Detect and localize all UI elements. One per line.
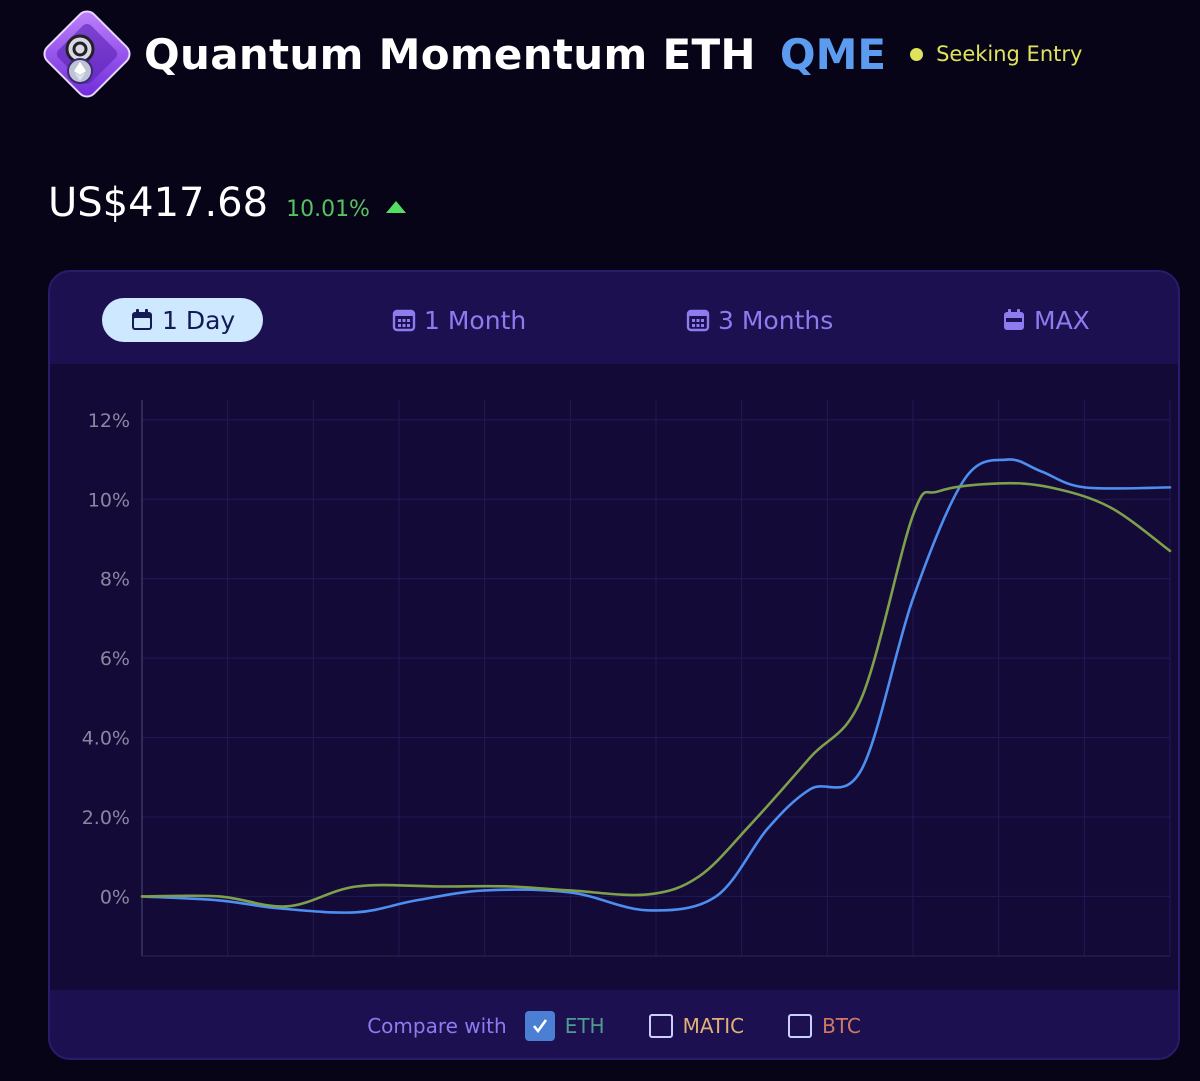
tab-1-month[interactable]: 1 Month bbox=[392, 298, 526, 342]
checkbox-empty-icon bbox=[648, 1014, 673, 1038]
checkbox-empty-icon bbox=[788, 1014, 813, 1038]
tab-label: MAX bbox=[1034, 305, 1090, 335]
tab-label: 1 Day bbox=[162, 305, 236, 335]
line-chart: 12% 10% 8% 6% 4.0% 2.0% 0% bbox=[82, 400, 1172, 957]
calendar-icon bbox=[132, 309, 152, 330]
fund-ticker: QME bbox=[779, 29, 887, 79]
y-tick-label: 4.0% bbox=[82, 728, 130, 750]
y-tick-label: 6% bbox=[100, 648, 130, 670]
price-row: US$417.68 10.01% bbox=[48, 180, 406, 226]
checkbox-checked-icon bbox=[524, 1011, 555, 1041]
y-tick-label: 12% bbox=[88, 410, 130, 432]
y-tick-label: 0% bbox=[100, 886, 130, 908]
chart-card: 1 Day 1 Month bbox=[48, 270, 1180, 1060]
eth-vault-logo-icon bbox=[42, 9, 132, 99]
compare-label: Compare with bbox=[367, 1014, 507, 1038]
tab-label: 1 Month bbox=[424, 305, 527, 335]
status-text: Seeking Entry bbox=[936, 42, 1083, 66]
compare-matic-checkbox[interactable]: MATIC bbox=[648, 1014, 745, 1038]
series-line-0 bbox=[140, 458, 1172, 914]
compare-option-label: BTC bbox=[822, 1014, 861, 1038]
timeframe-tabs: 1 Day 1 Month bbox=[50, 272, 1178, 364]
price-value: US$417.68 bbox=[48, 180, 269, 226]
compare-option-label: ETH bbox=[564, 1014, 605, 1038]
fund-header: Quantum Momentum ETH QME Seeking Entry bbox=[42, 6, 1082, 102]
compare-row: Compare with ETH MATIC BTC bbox=[50, 990, 1178, 1058]
tab-3-months[interactable]: 3 Months bbox=[686, 298, 833, 342]
tab-max[interactable]: MAX bbox=[1002, 298, 1090, 342]
calendar-icon bbox=[1004, 309, 1024, 330]
compare-btc-checkbox[interactable]: BTC bbox=[788, 1014, 861, 1038]
performance-chart: 12% 10% 8% 6% 4.0% 2.0% 0% bbox=[50, 364, 1178, 990]
tab-1-day[interactable]: 1 Day bbox=[102, 298, 264, 342]
fund-name: Quantum Momentum ETH bbox=[144, 29, 756, 79]
arrow-up-icon bbox=[385, 201, 406, 213]
compare-eth-checkbox[interactable]: ETH bbox=[524, 1011, 605, 1041]
y-tick-label: 10% bbox=[88, 489, 130, 511]
tab-label: 3 Months bbox=[718, 305, 834, 335]
calendar-icon bbox=[392, 309, 416, 332]
y-tick-label: 8% bbox=[100, 569, 130, 591]
calendar-icon bbox=[686, 309, 710, 332]
price-change: 10.01% bbox=[286, 197, 370, 222]
y-tick-label: 2.0% bbox=[82, 807, 130, 829]
compare-option-label: MATIC bbox=[682, 1014, 745, 1038]
status-dot-icon bbox=[910, 47, 924, 61]
series-line-1 bbox=[140, 481, 1172, 908]
status-badge: Seeking Entry bbox=[910, 42, 1082, 66]
